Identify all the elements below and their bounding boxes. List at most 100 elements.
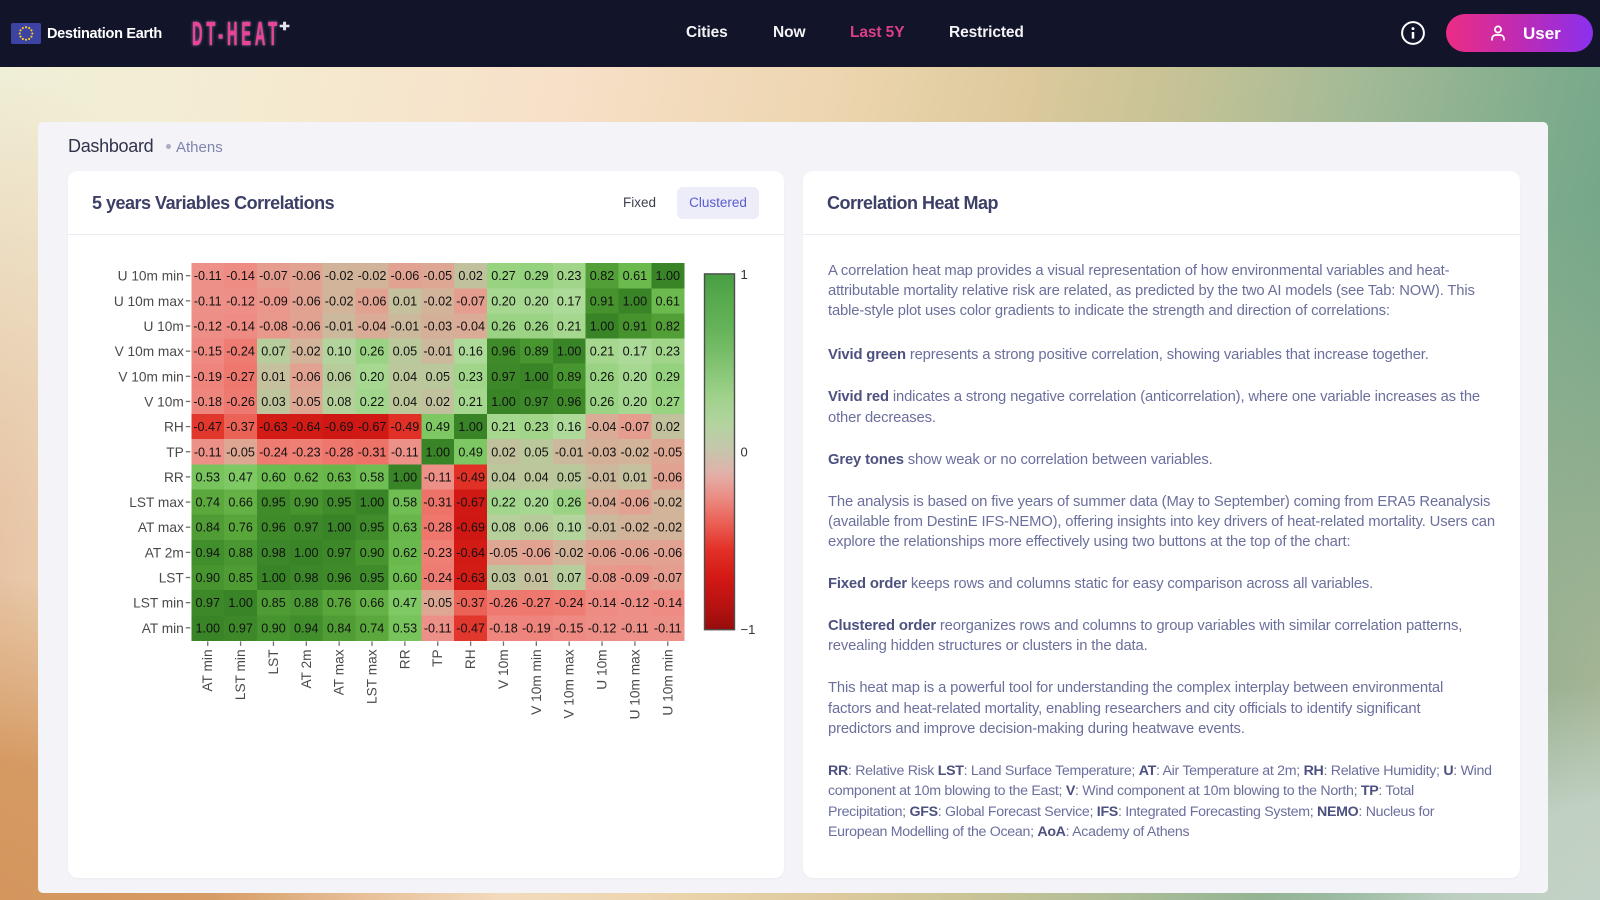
svg-text:-0.01: -0.01 [423, 345, 452, 359]
svg-text:-0.08: -0.08 [259, 319, 288, 333]
svg-text:-0.04: -0.04 [358, 319, 387, 333]
svg-text:U 10m min: U 10m min [118, 269, 184, 284]
svg-text:-0.27: -0.27 [522, 596, 551, 610]
svg-text:-0.11: -0.11 [621, 621, 649, 635]
svg-text:-0.07: -0.07 [456, 294, 485, 308]
svg-text:-0.05: -0.05 [292, 395, 321, 409]
svg-text:0.76: 0.76 [327, 596, 352, 610]
svg-text:-0.27: -0.27 [226, 370, 255, 384]
svg-text:0.02: 0.02 [425, 395, 450, 409]
svg-text:0.66: 0.66 [360, 596, 385, 610]
svg-text:-0.24: -0.24 [259, 445, 288, 459]
svg-text:0.97: 0.97 [195, 596, 220, 610]
svg-text:0.97: 0.97 [524, 395, 549, 409]
svg-text:0.47: 0.47 [228, 470, 253, 484]
svg-text:-0.02: -0.02 [621, 521, 650, 535]
svg-text:-0.02: -0.02 [621, 445, 650, 459]
svg-text:0.06: 0.06 [524, 521, 549, 535]
svg-text:-0.02: -0.02 [292, 345, 321, 359]
svg-text:1.00: 1.00 [360, 496, 385, 510]
svg-text:-0.02: -0.02 [325, 294, 354, 308]
svg-text:-0.04: -0.04 [456, 319, 485, 333]
svg-text:V 10m min: V 10m min [118, 369, 183, 384]
svg-text:0.84: 0.84 [327, 621, 352, 635]
svg-text:0.02: 0.02 [491, 445, 516, 459]
svg-text:LST max: LST max [365, 649, 380, 704]
svg-text:-0.19: -0.19 [193, 370, 222, 384]
svg-text:-0.26: -0.26 [226, 395, 255, 409]
svg-text:0.90: 0.90 [360, 546, 385, 560]
svg-text:-0.37: -0.37 [226, 420, 255, 434]
svg-text:0.20: 0.20 [360, 370, 385, 384]
svg-text:U 10m: U 10m [595, 649, 610, 689]
svg-text:0.63: 0.63 [327, 470, 352, 484]
svg-text:0.23: 0.23 [656, 345, 681, 359]
svg-text:0.21: 0.21 [458, 395, 483, 409]
svg-text:-0.06: -0.06 [522, 546, 551, 560]
svg-text:V 10m: V 10m [144, 394, 184, 409]
svg-text:0.60: 0.60 [393, 571, 418, 585]
svg-text:AT 2m: AT 2m [145, 545, 184, 560]
svg-text:-0.04: -0.04 [588, 496, 617, 510]
svg-text:-0.06: -0.06 [292, 269, 321, 283]
svg-text:-0.11: -0.11 [391, 445, 419, 459]
svg-text:-0.11: -0.11 [424, 621, 452, 635]
svg-text:-0.26: -0.26 [489, 596, 518, 610]
svg-text:0.74: 0.74 [360, 621, 385, 635]
svg-text:-0.06: -0.06 [358, 294, 387, 308]
svg-text:-0.01: -0.01 [588, 470, 617, 484]
svg-text:RR: RR [397, 649, 412, 669]
svg-text:U 10m max: U 10m max [114, 294, 184, 309]
svg-text:0.01: 0.01 [524, 571, 549, 585]
svg-text:0.85: 0.85 [228, 571, 253, 585]
svg-text:U 10m: U 10m [143, 319, 183, 334]
svg-text:0.02: 0.02 [458, 269, 483, 283]
svg-text:1.00: 1.00 [590, 319, 615, 333]
svg-text:-0.23: -0.23 [292, 445, 321, 459]
svg-text:-0.06: -0.06 [653, 546, 682, 560]
svg-text:0.01: 0.01 [623, 470, 648, 484]
svg-text:-0.04: -0.04 [588, 420, 617, 434]
svg-text:1.00: 1.00 [458, 420, 483, 434]
svg-text:0.26: 0.26 [590, 395, 615, 409]
svg-text:1.00: 1.00 [425, 445, 450, 459]
svg-text:0.05: 0.05 [557, 470, 582, 484]
svg-text:-0.64: -0.64 [456, 546, 485, 560]
svg-text:LST: LST [159, 571, 185, 586]
svg-text:0.10: 0.10 [327, 345, 352, 359]
svg-text:0.49: 0.49 [458, 445, 483, 459]
svg-text:LST max: LST max [129, 495, 184, 510]
svg-text:-0.01: -0.01 [555, 445, 584, 459]
svg-text:1.00: 1.00 [294, 546, 319, 560]
svg-text:-0.05: -0.05 [423, 269, 452, 283]
svg-text:-0.06: -0.06 [621, 496, 650, 510]
svg-text:0.23: 0.23 [524, 420, 549, 434]
svg-text:-0.06: -0.06 [391, 269, 420, 283]
svg-text:-0.63: -0.63 [259, 420, 288, 434]
svg-text:-0.06: -0.06 [292, 294, 321, 308]
svg-text:0.61: 0.61 [656, 294, 681, 308]
svg-text:V 10m max: V 10m max [562, 649, 577, 718]
svg-text:0.03: 0.03 [491, 571, 516, 585]
svg-text:-0.05: -0.05 [653, 445, 682, 459]
svg-text:-0.24: -0.24 [423, 571, 452, 585]
svg-text:0.97: 0.97 [228, 621, 253, 635]
svg-text:LST min: LST min [133, 596, 184, 611]
svg-text:0.27: 0.27 [491, 269, 516, 283]
svg-text:1.00: 1.00 [228, 596, 253, 610]
svg-text:0.05: 0.05 [425, 370, 450, 384]
svg-text:-0.11: -0.11 [194, 294, 222, 308]
svg-text:0.53: 0.53 [393, 621, 418, 635]
svg-text:0.21: 0.21 [590, 345, 615, 359]
svg-text:0.62: 0.62 [393, 546, 418, 560]
svg-text:-0.18: -0.18 [193, 395, 222, 409]
svg-text:0.01: 0.01 [261, 370, 286, 384]
svg-text:U 10m min: U 10m min [660, 649, 675, 715]
svg-text:LST: LST [266, 649, 281, 675]
svg-text:0.95: 0.95 [360, 571, 385, 585]
svg-text:0.95: 0.95 [360, 521, 385, 535]
svg-text:0.29: 0.29 [656, 370, 681, 384]
svg-text:0.95: 0.95 [327, 496, 352, 510]
svg-text:0.20: 0.20 [623, 395, 648, 409]
svg-text:-0.06: -0.06 [588, 546, 617, 560]
